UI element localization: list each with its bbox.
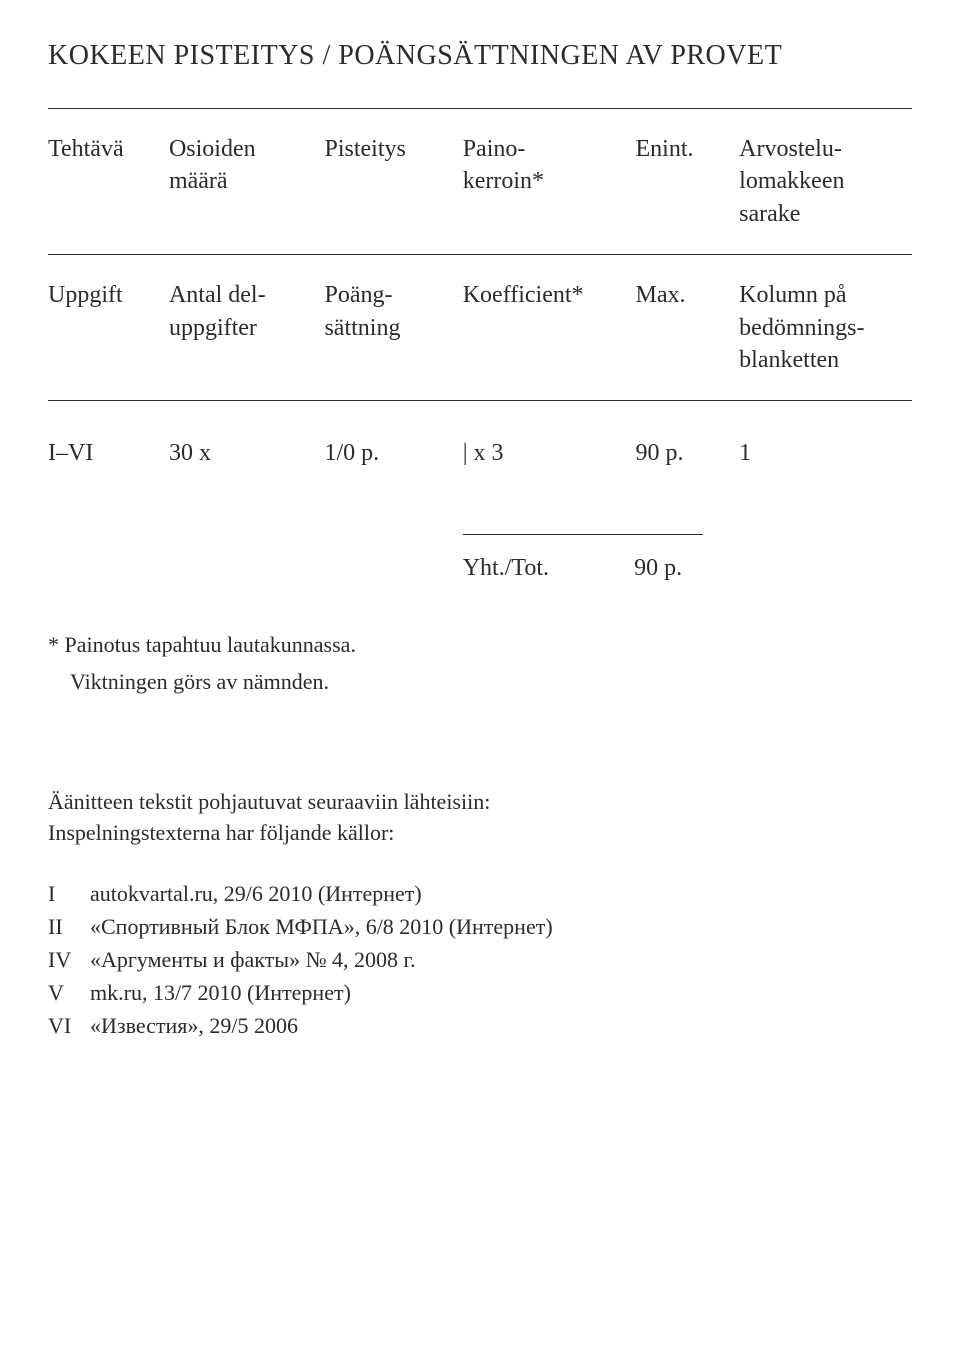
data-row: I–VI 30 x 1/0 p. | x 3 90 p. 1 — [48, 401, 912, 533]
rule-subtotal — [463, 534, 703, 535]
source-key: VI — [48, 1009, 90, 1042]
hdr-sv-antal: Antal del- uppgifter — [169, 279, 325, 376]
data-osioiden: 30 x — [169, 437, 325, 469]
sources-intro-sv: Inspelningstexterna har följande källor: — [48, 818, 912, 849]
source-text: «Аргументы и факты» № 4, 2008 г. — [90, 943, 416, 976]
footnote-sv: Viktningen görs av nämnden. — [48, 667, 912, 698]
hdr-fi-paino: Paino- kerroin* — [463, 133, 636, 230]
header-row-fi: Tehtävä Osioiden määrä Pisteitys Paino- … — [48, 109, 912, 254]
data-tehtava: I–VI — [48, 437, 169, 469]
sources-intro-fi: Äänitteen tekstit pohjautuvat seuraaviin… — [48, 787, 912, 818]
source-item: VI «Известия», 29/5 2006 — [48, 1009, 912, 1042]
source-item: V mk.ru, 13/7 2010 (Интернет) — [48, 976, 912, 1009]
hdr-sv-poang: Poäng- sättning — [324, 279, 462, 376]
hdr-sv-uppgift: Uppgift — [48, 279, 169, 376]
data-pisteitys: 1/0 p. — [324, 437, 462, 469]
source-item: I autokvartal.ru, 29/6 2010 (Интернет) — [48, 877, 912, 910]
footnote-fi: * Painotus tapahtuu lautakunnassa. — [48, 630, 912, 661]
total-value: 90 p. — [634, 555, 682, 582]
data-paino: | x 3 — [463, 437, 636, 469]
footnote-block: * Painotus tapahtuu lautakunnassa. Viktn… — [48, 630, 912, 698]
source-text: mk.ru, 13/7 2010 (Интернет) — [90, 976, 351, 1009]
total-label: Yht./Tot. — [463, 555, 634, 582]
source-text: «Известия», 29/5 2006 — [90, 1009, 298, 1042]
total-row: Yht./Tot. 90 p. — [48, 534, 912, 582]
hdr-sv-kolumn: Kolumn på bedömnings- blanketten — [739, 279, 912, 376]
source-key: II — [48, 910, 90, 943]
source-key: IV — [48, 943, 90, 976]
data-sarake: 1 — [739, 437, 912, 469]
page: KOKEEN PISTEITYS / POÄNGSÄTTNINGEN AV PR… — [0, 0, 960, 1345]
sources-intro-block: Äänitteen tekstit pohjautuvat seuraaviin… — [48, 787, 912, 849]
hdr-sv-koefficient: Koefficient* — [463, 279, 636, 376]
source-item: IV «Аргументы и факты» № 4, 2008 г. — [48, 943, 912, 976]
source-text: autokvartal.ru, 29/6 2010 (Интернет) — [90, 877, 422, 910]
hdr-sv-max: Max. — [636, 279, 740, 376]
hdr-fi-arvostelu: Arvostelu- lomakkeen sarake — [739, 133, 912, 230]
hdr-fi-enint: Enint. — [636, 133, 740, 230]
source-key: I — [48, 877, 90, 910]
sources-list: I autokvartal.ru, 29/6 2010 (Интернет) I… — [48, 877, 912, 1042]
source-text: «Спортивный Блок МФПА», 6/8 2010 (Интерн… — [90, 910, 553, 943]
source-item: II «Спортивный Блок МФПА», 6/8 2010 (Инт… — [48, 910, 912, 943]
data-enint: 90 p. — [636, 437, 740, 469]
header-row-sv: Uppgift Antal del- uppgifter Poäng- sätt… — [48, 255, 912, 400]
hdr-fi-osioiden: Osioiden määrä — [169, 133, 325, 230]
page-title: KOKEEN PISTEITYS / POÄNGSÄTTNINGEN AV PR… — [48, 40, 912, 72]
hdr-fi-pisteitys: Pisteitys — [324, 133, 462, 230]
hdr-fi-tehtava: Tehtävä — [48, 133, 169, 230]
source-key: V — [48, 976, 90, 1009]
